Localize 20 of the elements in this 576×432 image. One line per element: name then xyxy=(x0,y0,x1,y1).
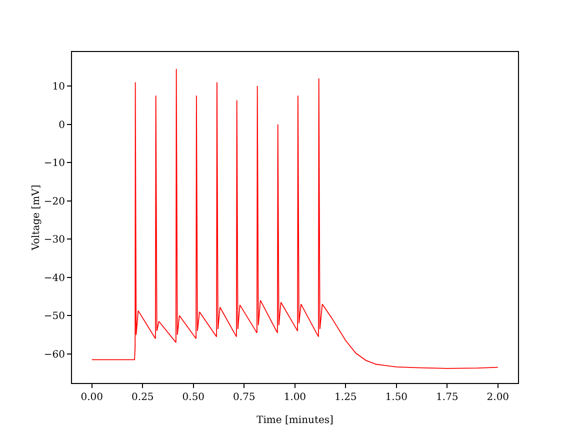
y-tick-label: −20 xyxy=(44,196,65,208)
x-tick-label: 0.75 xyxy=(233,392,256,403)
x-tick-label: 0.00 xyxy=(80,392,104,403)
x-tick-label: 1.00 xyxy=(284,392,306,403)
x-axis-title: Time [minutes] xyxy=(256,415,334,426)
x-tick-label: 2.00 xyxy=(486,392,510,403)
y-tick-label: −10 xyxy=(44,158,65,170)
y-tick-label: −40 xyxy=(44,272,65,284)
y-tick-label: 10 xyxy=(52,82,65,93)
x-tick-label: 1.25 xyxy=(334,392,357,403)
y-tick-label: −60 xyxy=(44,349,65,360)
x-tick-label: 1.50 xyxy=(385,392,408,403)
x-tick-label: 0.25 xyxy=(132,392,154,403)
y-tick-label: 0 xyxy=(58,120,65,131)
line-series xyxy=(91,68,498,369)
y-tick-label: −30 xyxy=(44,234,65,246)
x-tick-label: 1.75 xyxy=(436,392,458,403)
y-tick-label: −50 xyxy=(44,311,65,322)
y-axis-title: Voltage [mV] xyxy=(30,184,42,252)
x-tick-label: 0.50 xyxy=(182,392,205,403)
